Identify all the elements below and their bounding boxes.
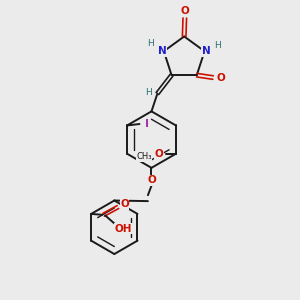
- Text: H: H: [214, 41, 220, 50]
- Text: OH: OH: [115, 224, 132, 234]
- Text: CH₃: CH₃: [136, 152, 152, 161]
- Text: H: H: [147, 39, 154, 48]
- Text: N: N: [158, 46, 167, 56]
- Text: O: O: [147, 175, 156, 185]
- Text: I: I: [145, 119, 149, 129]
- Text: O: O: [180, 6, 189, 16]
- Text: H: H: [145, 88, 152, 97]
- Text: O: O: [120, 199, 129, 209]
- Text: N: N: [202, 46, 210, 56]
- Text: O: O: [154, 149, 164, 159]
- Text: O: O: [216, 73, 225, 82]
